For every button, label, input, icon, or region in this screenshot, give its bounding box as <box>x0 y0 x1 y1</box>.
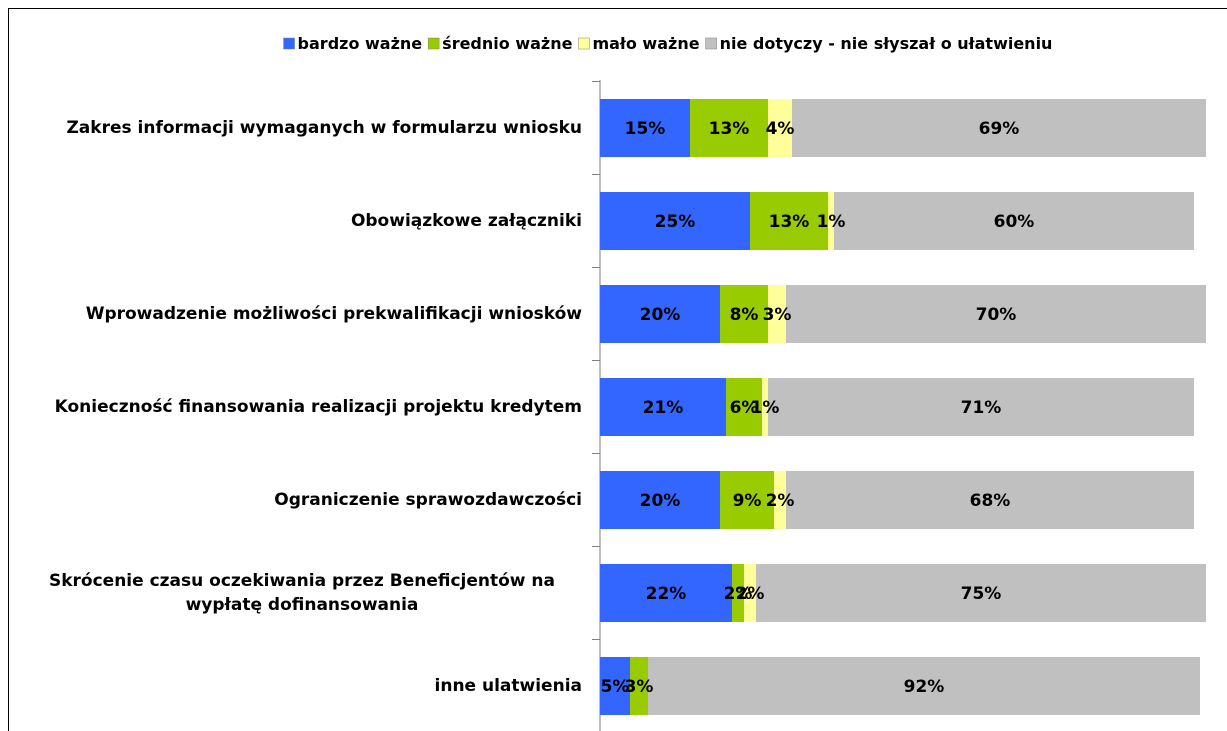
bar-segment <box>720 285 768 343</box>
legend-swatch <box>283 37 295 50</box>
value-label: 13% <box>709 119 750 139</box>
bar-segment <box>600 471 720 529</box>
value-label: 20% <box>640 491 681 511</box>
value-label: 8% <box>730 305 759 325</box>
category-label: Skrócenie czasu oczekiwania przez Benefi… <box>48 571 556 615</box>
bar-segment <box>828 192 834 250</box>
bar-segment <box>786 471 1194 529</box>
value-label: 22% <box>646 584 687 604</box>
bar-segment <box>774 471 786 529</box>
category-label: inne ulatwienia <box>434 676 582 696</box>
bar-segment <box>600 564 732 622</box>
value-label: 20% <box>640 305 681 325</box>
value-label: 3% <box>763 305 792 325</box>
value-label: 75% <box>961 584 1002 604</box>
bar-segment <box>690 99 768 157</box>
value-label: 6% <box>730 398 759 418</box>
category-label: Wprowadzenie możliwości prekwalifikacji … <box>85 304 582 324</box>
value-label: 15% <box>625 119 666 139</box>
legend-swatch <box>705 37 717 50</box>
bar-segment <box>750 192 828 250</box>
bar-segment <box>600 99 690 157</box>
category-label: Konieczność finansowania realizacji proj… <box>54 397 582 417</box>
category-label: Obowiązkowe załączniki <box>350 211 582 231</box>
value-label: 13% <box>769 212 810 232</box>
bar-segment <box>600 657 630 715</box>
bar-segment <box>756 564 1206 622</box>
value-label: 69% <box>979 119 1020 139</box>
value-label: 2% <box>766 491 795 511</box>
value-label: 9% <box>733 491 762 511</box>
bar-segment <box>732 564 744 622</box>
legend-label: bardzo ważne <box>298 34 423 53</box>
legend-label: mało ważne <box>592 34 699 53</box>
bar-segment <box>744 564 756 622</box>
value-label: 68% <box>970 491 1011 511</box>
bar-segment <box>834 192 1194 250</box>
value-label: 4% <box>766 119 795 139</box>
bar-segment <box>600 285 720 343</box>
frame <box>8 8 1227 731</box>
bar-segment <box>792 99 1206 157</box>
value-label: 2% <box>736 584 765 604</box>
category-label: Zakres informacji wymaganych w formularz… <box>66 118 582 138</box>
legend-label: nie dotyczy - nie słyszał o ułatwieniu <box>720 34 1053 53</box>
category-label: Ograniczenie sprawozdawczości <box>274 490 582 510</box>
value-label: 3% <box>625 677 654 697</box>
value-label: 60% <box>994 212 1035 232</box>
bar-segment <box>600 378 726 436</box>
legend-swatch <box>578 37 590 50</box>
bar-segment <box>600 192 750 250</box>
bar-segment <box>762 378 768 436</box>
value-label: 21% <box>643 398 684 418</box>
bar-segment <box>786 285 1206 343</box>
value-label: 1% <box>751 398 780 418</box>
bar-segment <box>720 471 774 529</box>
value-label: 92% <box>904 677 945 697</box>
value-label: 2% <box>724 584 753 604</box>
bar-segment <box>630 657 648 715</box>
bar-segment <box>768 285 786 343</box>
legend-swatch <box>427 37 440 50</box>
value-label: 70% <box>976 305 1017 325</box>
value-label: 5% <box>601 677 630 697</box>
value-label: 1% <box>817 212 846 232</box>
bar-segment <box>648 657 1200 715</box>
bar-segment <box>768 378 1194 436</box>
value-label: 71% <box>961 398 1002 418</box>
bar-segment <box>768 99 792 157</box>
value-label: 25% <box>655 212 696 232</box>
legend-label: średnio ważne <box>442 34 572 53</box>
bar-segment <box>726 378 762 436</box>
legend: bardzo ważne średnio ważne mało ważne nie d… <box>283 34 1053 53</box>
